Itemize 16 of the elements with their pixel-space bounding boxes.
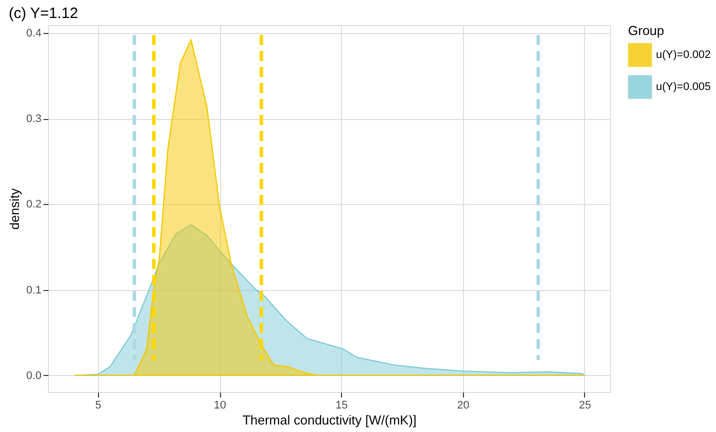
chart-title: (c) Y=1.12	[8, 5, 78, 22]
y-tick-label: 0.1	[26, 284, 42, 296]
x-tick-label: 20	[457, 400, 470, 412]
x-tick-label: 10	[214, 400, 226, 412]
y-tick-label: 0.0	[26, 370, 42, 382]
x-tick-label: 15	[336, 400, 348, 412]
legend-title: Group	[628, 23, 664, 38]
legend-label: u(Y)=0.005	[656, 81, 711, 93]
y-tick-label: 0.3	[26, 113, 42, 126]
x-tick-label: 5	[95, 400, 102, 412]
y-axis-title: density	[7, 188, 22, 230]
x-tick-label: 25	[578, 400, 592, 412]
y-tick-label: 0.2	[26, 198, 42, 211]
y-tick-label: 0.4	[26, 28, 42, 40]
x-axis-title: Thermal conductivity [W/(mK)]	[242, 412, 417, 428]
legend-label: u(Y)=0.002	[656, 49, 711, 61]
